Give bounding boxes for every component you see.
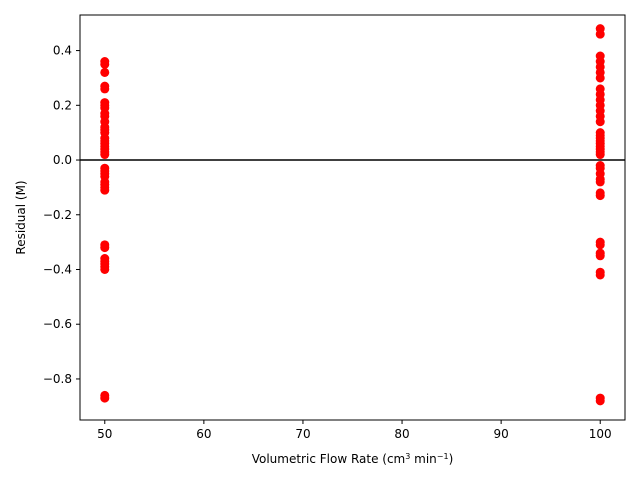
y-axis-label: Residual (M) — [14, 180, 28, 254]
data-point — [595, 117, 605, 127]
data-point — [100, 243, 110, 253]
data-point — [595, 177, 605, 187]
data-point — [100, 67, 110, 77]
x-tick-label: 60 — [196, 427, 211, 441]
data-point — [595, 251, 605, 261]
data-point — [595, 150, 605, 160]
y-tick-label: −0.4 — [43, 262, 72, 276]
x-tick-label: 50 — [97, 427, 112, 441]
data-point — [100, 84, 110, 94]
y-tick-label: 0.0 — [53, 153, 72, 167]
data-point — [595, 396, 605, 406]
y-tick-label: −0.8 — [43, 372, 72, 386]
data-point — [100, 185, 110, 195]
points-layer — [100, 24, 605, 406]
x-axis-label-superscript: 3 — [405, 452, 410, 461]
x-tick-label: 100 — [589, 427, 612, 441]
x-axis-label-superscript: −1 — [437, 452, 449, 461]
data-point — [100, 150, 110, 160]
axes-layer — [76, 14, 626, 424]
x-axis-label-text: min — [410, 452, 436, 466]
y-tick-label: −0.6 — [43, 317, 72, 331]
axes-frame — [79, 14, 626, 421]
data-point — [595, 240, 605, 250]
data-point — [595, 29, 605, 39]
y-tick-label: 0.4 — [53, 44, 72, 58]
labels-layer: 50 60 70 80 90 100 −0.8 −0.6 −0.4 −0.2 0.0 0.2 0.4 Vo… — [14, 44, 612, 466]
data-point — [595, 270, 605, 280]
y-tick-label: −0.2 — [43, 208, 72, 222]
x-tick-label: 90 — [493, 427, 508, 441]
x-tick-label: 80 — [394, 427, 409, 441]
data-point — [100, 59, 110, 69]
x-axis-label-text: ) — [449, 452, 454, 466]
data-point — [100, 264, 110, 274]
x-tick-label: 70 — [295, 427, 310, 441]
data-point — [595, 191, 605, 201]
data-point — [595, 73, 605, 83]
data-point — [100, 393, 110, 403]
x-axis-label-text: Volumetric Flow Rate (cm — [252, 452, 406, 466]
x-axis-label: Volumetric Flow Rate (cm3 min−1) — [252, 452, 454, 467]
y-tick-label: 0.2 — [53, 98, 72, 112]
